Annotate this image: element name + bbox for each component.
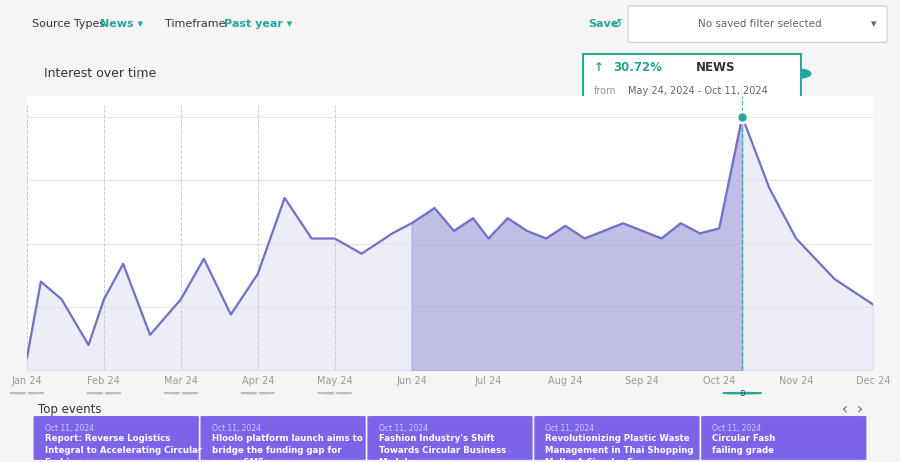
FancyBboxPatch shape bbox=[33, 416, 199, 460]
Text: A: A bbox=[102, 391, 106, 395]
Text: Fashion Industry's Shift
Towards Circular Business
Models: Fashion Industry's Shift Towards Circula… bbox=[379, 434, 506, 462]
Text: ▾: ▾ bbox=[871, 19, 877, 29]
Text: 30.72%: 30.72% bbox=[613, 61, 662, 74]
Circle shape bbox=[164, 393, 198, 394]
Text: Oct 11, 2024: Oct 11, 2024 bbox=[379, 424, 428, 432]
Circle shape bbox=[10, 393, 44, 394]
Text: Source Types: Source Types bbox=[32, 19, 105, 29]
Text: Circular Fash
failing grade: Circular Fash failing grade bbox=[712, 434, 776, 455]
FancyBboxPatch shape bbox=[201, 416, 365, 460]
Text: Oct 11, 2024: Oct 11, 2024 bbox=[45, 424, 94, 432]
FancyBboxPatch shape bbox=[535, 416, 699, 460]
Text: Top events: Top events bbox=[38, 403, 102, 416]
Text: ›: › bbox=[856, 402, 862, 417]
Text: A: A bbox=[333, 391, 337, 395]
Circle shape bbox=[87, 393, 121, 394]
Text: ...ents: ...ents bbox=[724, 69, 759, 79]
Text: A: A bbox=[25, 391, 29, 395]
Text: Timeframe: Timeframe bbox=[165, 19, 226, 29]
FancyBboxPatch shape bbox=[628, 6, 887, 43]
Text: No saved filter selected: No saved filter selected bbox=[698, 19, 822, 29]
Text: Past year ▾: Past year ▾ bbox=[224, 19, 292, 29]
Circle shape bbox=[318, 393, 352, 394]
Circle shape bbox=[723, 393, 761, 394]
Text: ‹: ‹ bbox=[842, 402, 848, 417]
Text: ↑: ↑ bbox=[593, 61, 603, 74]
Text: Report: Reverse Logistics
Integral to Accelerating Circular
Fashion: Report: Reverse Logistics Integral to Ac… bbox=[45, 434, 202, 462]
Text: 🔔: 🔔 bbox=[741, 390, 744, 396]
FancyBboxPatch shape bbox=[367, 416, 533, 460]
Text: May 24, 2024 - Oct 11, 2024: May 24, 2024 - Oct 11, 2024 bbox=[628, 86, 768, 96]
Text: ⓘ: ⓘ bbox=[138, 69, 144, 79]
Text: NEWS: NEWS bbox=[696, 61, 735, 74]
Circle shape bbox=[241, 393, 274, 394]
Text: Oct 11, 2024: Oct 11, 2024 bbox=[212, 424, 261, 432]
Text: Revolutionizing Plastic Waste
Management in Thai Shopping
Malls: A Circular Econ: Revolutionizing Plastic Waste Management… bbox=[545, 434, 694, 462]
Text: Oct 11, 2024: Oct 11, 2024 bbox=[712, 424, 761, 432]
Text: Hloolo platform launch aims to
bridge the funding gap for
green SMEs: Hloolo platform launch aims to bridge th… bbox=[212, 434, 363, 462]
Text: from: from bbox=[593, 86, 616, 96]
Text: A: A bbox=[179, 391, 183, 395]
Text: News ▾: News ▾ bbox=[100, 19, 143, 29]
Text: Oct 11, 2024: Oct 11, 2024 bbox=[545, 424, 594, 432]
Text: Interest over time: Interest over time bbox=[44, 67, 156, 80]
Text: A: A bbox=[256, 391, 259, 395]
Text: ↺: ↺ bbox=[612, 18, 623, 31]
FancyBboxPatch shape bbox=[701, 416, 867, 460]
Circle shape bbox=[790, 69, 811, 78]
Text: Save: Save bbox=[588, 19, 618, 29]
